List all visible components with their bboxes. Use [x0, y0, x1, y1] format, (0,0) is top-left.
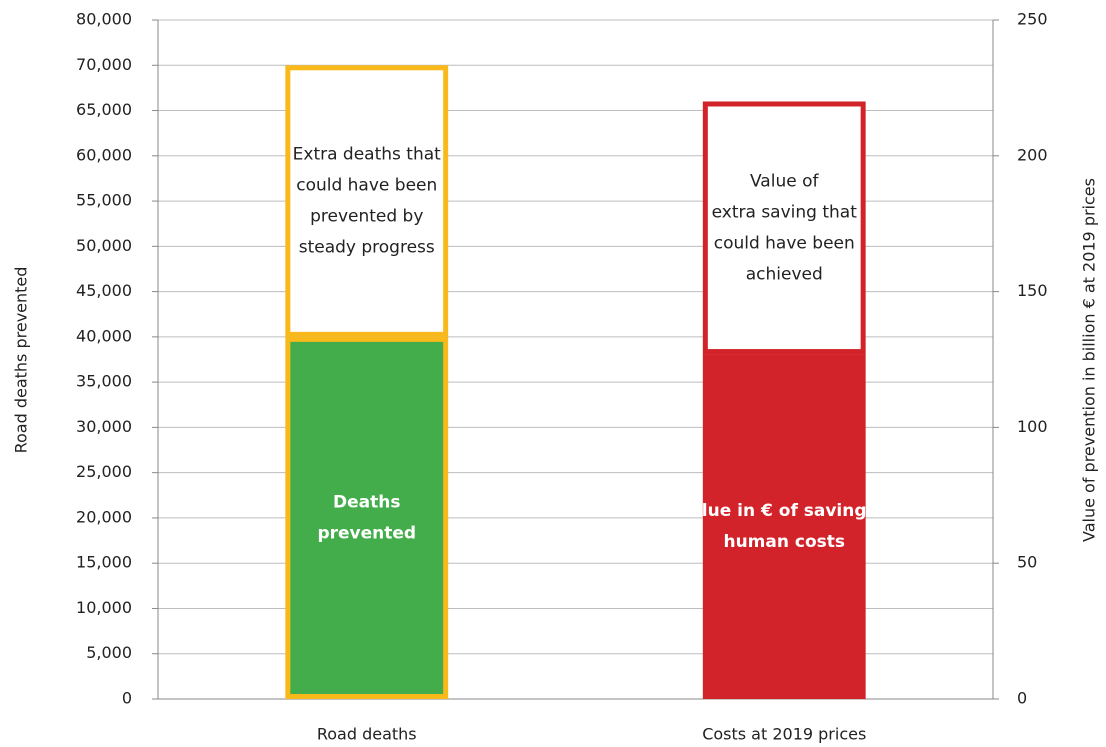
x-tick-label: Costs at 2019 prices	[702, 725, 866, 744]
bar-segment	[702, 101, 866, 355]
segment-label: Value of	[750, 171, 819, 191]
segment-label: prevented	[317, 523, 416, 543]
y-tick-label: 50,000	[76, 236, 132, 255]
y2-tick-label: 50	[1017, 553, 1037, 572]
y-tick-label: 30,000	[76, 417, 132, 436]
segment-label: human costs	[723, 532, 845, 552]
segment-label: Extra deaths that	[293, 145, 442, 165]
segment-label: could have been	[296, 176, 437, 196]
y-tick-label: 5,000	[86, 643, 132, 662]
y2-tick-label: 0	[1017, 689, 1027, 708]
y-tick-label: 45,000	[76, 281, 132, 300]
segment-label: steady progress	[299, 238, 435, 258]
y-tick-label: 40,000	[76, 326, 132, 345]
segment-label: Deaths	[333, 492, 400, 512]
y-tick-label: 80,000	[76, 10, 132, 29]
y-tick-label: 60,000	[76, 145, 132, 164]
y-tick-label: 20,000	[76, 507, 132, 526]
y-tick-label: 25,000	[76, 462, 132, 481]
y-tick-label: 10,000	[76, 598, 132, 617]
bar-segment	[285, 336, 449, 699]
y2-tick-label: 150	[1017, 281, 1048, 300]
segment-label: could have been	[714, 233, 855, 253]
bar-segment	[285, 65, 449, 337]
bar-segment	[702, 354, 866, 699]
segment-label: Value in € of saving in	[678, 501, 890, 521]
x-tick-label: Road deaths	[317, 725, 417, 744]
y2-tick-label: 250	[1017, 10, 1048, 29]
y2-tick-label: 200	[1017, 145, 1048, 164]
y2-tick-label: 100	[1017, 417, 1048, 436]
y2-axis-label: Value of prevention in billion € at 2019…	[1080, 178, 1099, 542]
y-tick-label: 70,000	[76, 55, 132, 74]
y-tick-label: 0	[122, 689, 132, 708]
y-tick-label: 55,000	[76, 191, 132, 210]
segment-label: achieved	[746, 264, 823, 284]
y-tick-label: 15,000	[76, 553, 132, 572]
segment-label: extra saving that	[712, 202, 858, 222]
segment-label: prevented by	[310, 207, 423, 227]
y-tick-label: 65,000	[76, 100, 132, 119]
y-tick-label: 35,000	[76, 372, 132, 391]
y-axis-label: Road deaths prevented	[12, 267, 31, 454]
